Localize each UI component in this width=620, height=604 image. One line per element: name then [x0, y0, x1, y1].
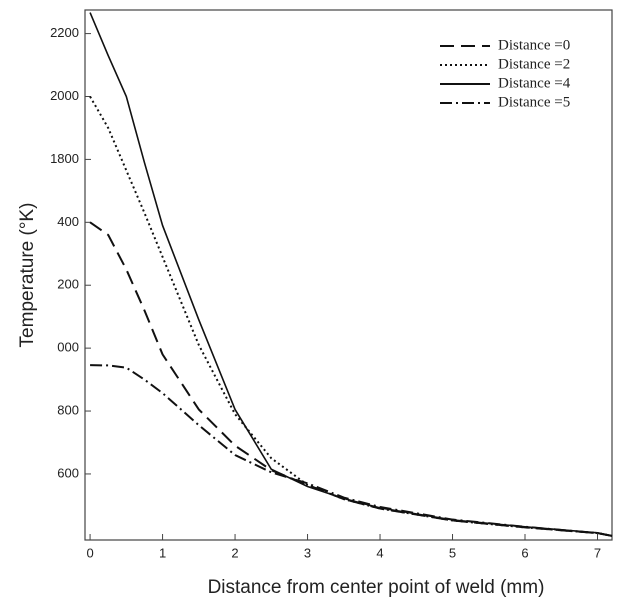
x-tick-label: 3 [304, 545, 311, 560]
y-tick-label: 000 [57, 340, 79, 355]
y-tick-label: 1800 [50, 151, 79, 166]
line-series [89, 221, 613, 537]
y-tick-label: 600 [57, 465, 79, 480]
plot-frame [84, 9, 613, 541]
y-tick-label: 800 [57, 402, 79, 417]
line-series [89, 12, 613, 537]
x-tick-label: 5 [449, 545, 456, 560]
x-tick-label: 6 [521, 545, 528, 560]
line-series [89, 95, 613, 537]
y-axis-label: Temperature (°K) [17, 203, 38, 348]
y-tick-label: 400 [57, 214, 79, 229]
legend: Distance =0 Distance =2 Distance =4 Distanc… [440, 37, 571, 110]
x-tick-label: 2 [231, 545, 238, 560]
x-tick-label: 7 [594, 545, 601, 560]
x-tick-label: 0 [86, 545, 93, 560]
line-series [90, 364, 613, 537]
y-tick-label: 2000 [50, 88, 79, 103]
legend-label: Distance =4 [498, 75, 571, 91]
legend-label: Distance =5 [498, 94, 570, 110]
x-axis-label: Distance from center point of weld (mm) [208, 577, 545, 598]
x-tick-label: 4 [376, 545, 383, 560]
y-tick-label: 200 [57, 277, 79, 292]
legend-label: Distance =0 [498, 37, 570, 53]
legend-label: Distance =2 [498, 56, 570, 72]
y-tick-label: 2200 [50, 25, 79, 40]
x-tick-label: 1 [159, 545, 166, 560]
